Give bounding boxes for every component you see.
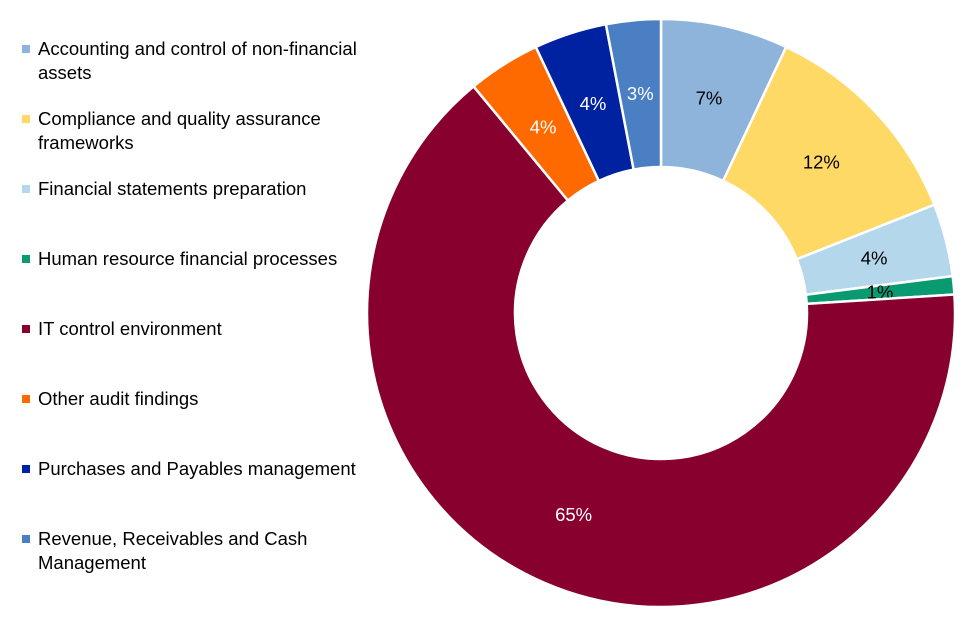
legend-swatch-8 (22, 535, 30, 543)
chart-legend: Accounting and control of non-financial … (0, 0, 370, 631)
legend-item-5: IT control environment (22, 317, 367, 341)
legend-item-1: Accounting and control of non-financial … (22, 37, 367, 85)
slice-data-label-7: 4% (580, 93, 607, 114)
slice-data-label-1: 7% (696, 87, 723, 108)
legend-label-8: Revenue, Receivables and Cash Management (38, 528, 308, 573)
legend-swatch-1 (22, 45, 30, 53)
donut-slice-2 (721, 45, 936, 261)
legend-label-2: Compliance and quality assurance framewo… (38, 108, 321, 153)
legend-label-5: IT control environment (38, 318, 222, 339)
slice-data-label-6: 4% (530, 116, 557, 137)
legend-swatch-6 (22, 395, 30, 403)
legend-swatch-2 (22, 115, 30, 123)
legend-item-6: Other audit findings (22, 387, 367, 411)
legend-swatch-5 (22, 325, 30, 333)
legend-label-6: Other audit findings (38, 388, 199, 409)
donut-slice-8 (604, 17, 663, 172)
legend-item-4: Human resource financial processes (22, 247, 367, 271)
slice-data-label-3: 4% (861, 247, 888, 268)
slice-data-label-4: 1% (867, 281, 894, 302)
slice-data-label-2: 12% (803, 151, 840, 172)
legend-item-8: Revenue, Receivables and Cash Management (22, 527, 367, 575)
legend-item-3: Financial statements preparation (22, 177, 367, 201)
legend-item-2: Compliance and quality assurance framewo… (22, 107, 367, 155)
legend-swatch-3 (22, 185, 30, 193)
legend-label-3: Financial statements preparation (38, 178, 307, 199)
legend-item-7: Purchases and Payables management (22, 457, 367, 481)
donut-slice-5 (365, 84, 957, 609)
legend-label-1: Accounting and control of non-financial … (38, 38, 357, 83)
slice-data-label-5: 65% (555, 504, 592, 525)
legend-label-4: Human resource financial processes (38, 248, 338, 269)
legend-label-7: Purchases and Payables management (38, 458, 356, 479)
legend-swatch-7 (22, 465, 30, 473)
slice-data-label-8: 3% (627, 83, 654, 104)
legend-swatch-4 (22, 255, 30, 263)
